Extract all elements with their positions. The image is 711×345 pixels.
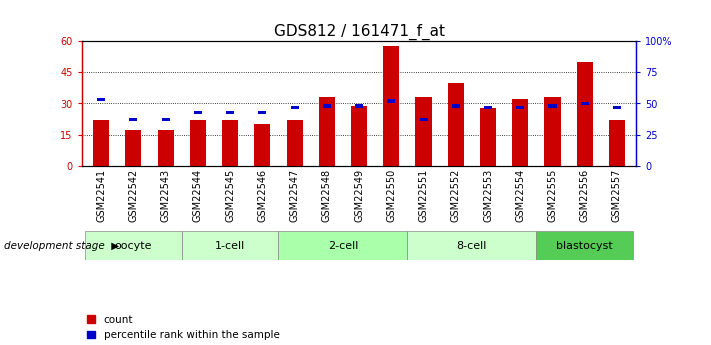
Bar [291,106,299,109]
Text: GSM22548: GSM22548 [322,169,332,222]
Bar [516,106,524,109]
Bar [577,62,593,166]
Bar [383,46,400,166]
Bar [194,111,202,114]
Text: GSM22542: GSM22542 [129,169,139,222]
Legend: count, percentile rank within the sample: count, percentile rank within the sample [87,315,279,340]
Bar [226,111,234,114]
Text: blastocyst: blastocyst [557,241,613,251]
Text: GSM22549: GSM22549 [354,169,364,222]
Bar [351,106,367,166]
Text: GSM22543: GSM22543 [161,169,171,222]
Bar [407,231,536,260]
Text: GSM22557: GSM22557 [612,169,622,222]
Text: GSM22554: GSM22554 [515,169,525,222]
Bar [255,124,270,166]
Bar [93,120,109,166]
Bar [609,120,625,166]
Bar [581,102,589,105]
Text: GSM22545: GSM22545 [225,169,235,222]
Bar [512,99,528,166]
Bar [85,231,182,260]
Text: 8-cell: 8-cell [456,241,487,251]
Bar [158,130,173,166]
Bar [161,118,170,121]
Title: GDS812 / 161471_f_at: GDS812 / 161471_f_at [274,24,444,40]
Bar [387,99,395,102]
Bar [258,111,267,114]
Bar [480,108,496,166]
Text: GSM22547: GSM22547 [289,169,299,222]
Bar [125,130,141,166]
Text: GSM22550: GSM22550 [386,169,396,222]
Bar [97,98,105,101]
Text: GSM22544: GSM22544 [193,169,203,222]
Text: development stage  ▶: development stage ▶ [4,241,119,251]
Text: GSM22553: GSM22553 [483,169,493,222]
Bar [545,97,560,166]
Text: GSM22546: GSM22546 [257,169,267,222]
Bar [613,106,621,109]
Bar [182,231,279,260]
Bar [548,105,557,108]
Text: oocyte: oocyte [114,241,152,251]
Text: GSM22551: GSM22551 [419,169,429,222]
Text: GSM22555: GSM22555 [547,169,557,222]
Bar [451,105,460,108]
Bar [287,120,303,166]
Text: GSM22556: GSM22556 [579,169,589,222]
Bar [129,118,137,121]
Bar [190,120,206,166]
Bar [323,105,331,108]
Bar [536,231,633,260]
Bar [222,120,238,166]
Bar [279,231,407,260]
Bar [419,118,427,121]
Text: 1-cell: 1-cell [215,241,245,251]
Bar [319,97,335,166]
Bar [448,83,464,166]
Text: GSM22552: GSM22552 [451,169,461,222]
Bar [355,105,363,108]
Bar [484,106,492,109]
Text: GSM22541: GSM22541 [96,169,106,222]
Bar [415,97,432,166]
Text: 2-cell: 2-cell [328,241,358,251]
